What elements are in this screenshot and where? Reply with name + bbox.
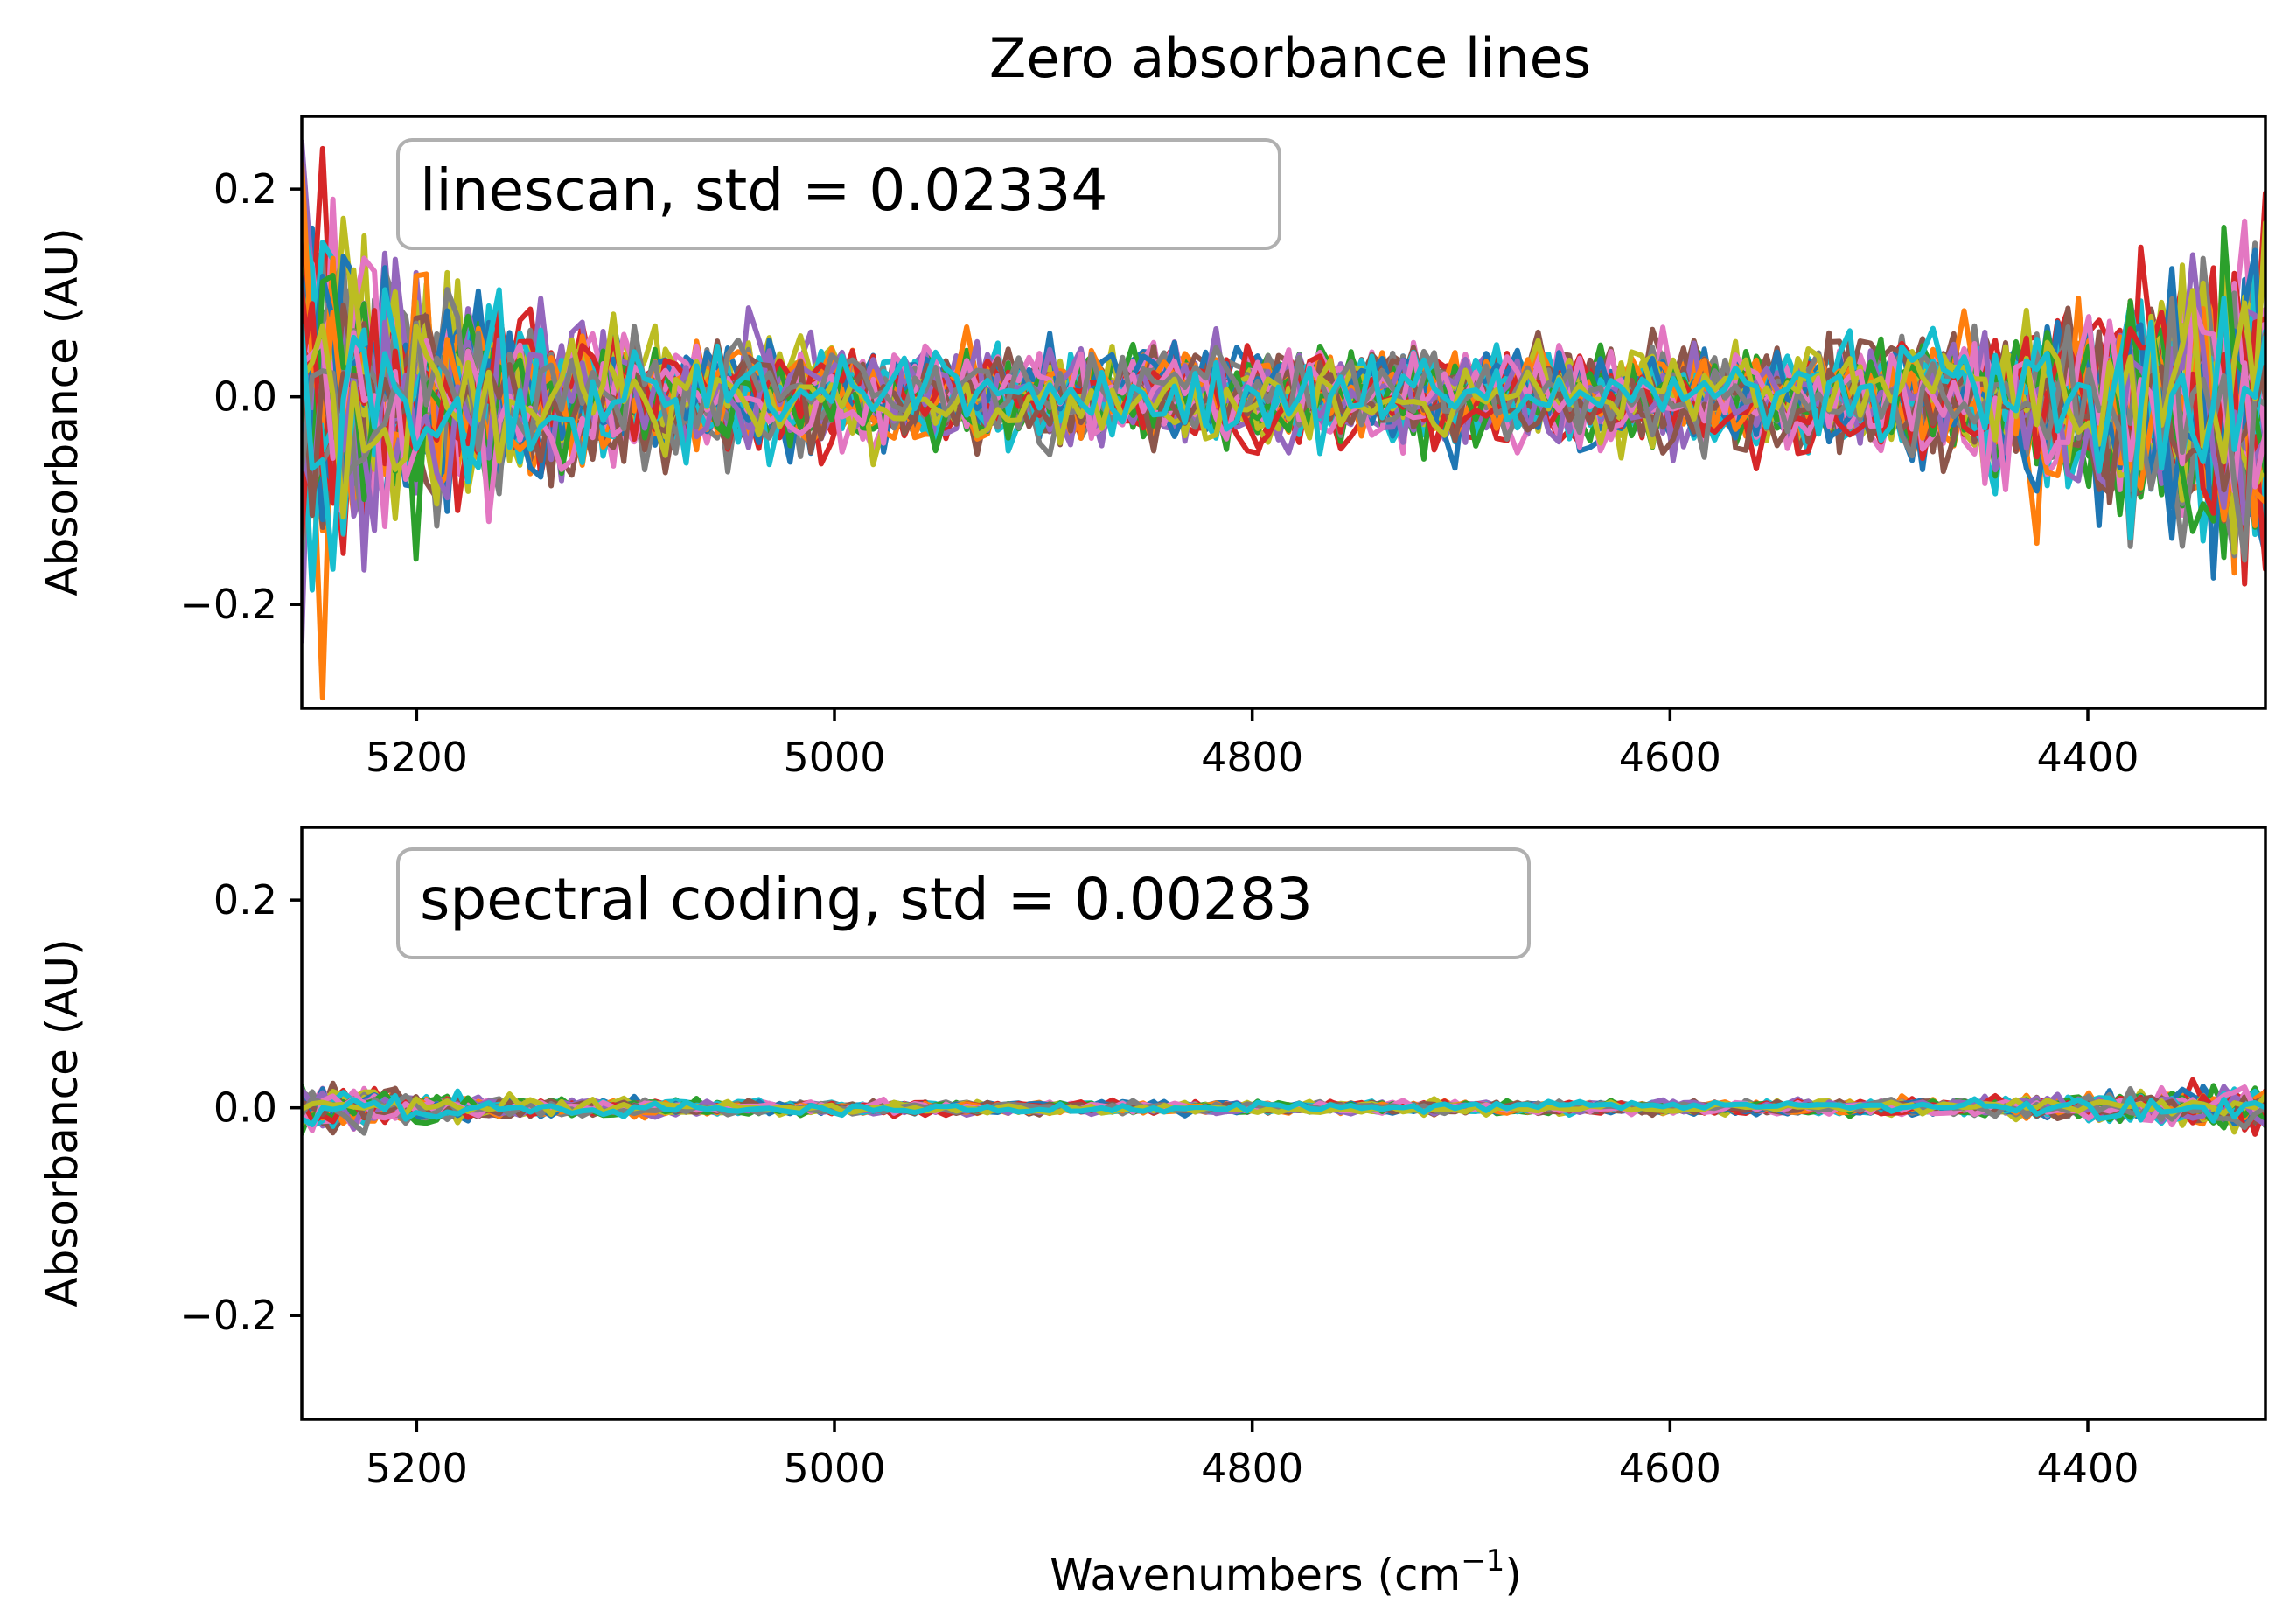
- x-ticks-top: 5200 5000 4800 4600 4400: [366, 708, 2139, 781]
- panel-bottom: 5200 5000 4800 4600 4400 0.2 0.0 −0.2 Absorban…: [37, 826, 2267, 1600]
- series-layer-top: [302, 139, 2265, 701]
- y-ticks-top: 0.2 0.0 −0.2: [179, 165, 302, 628]
- x-tick-label: 4400: [2036, 1445, 2139, 1492]
- x-tick-label: 4400: [2036, 734, 2139, 781]
- x-tick-label: 4800: [1201, 734, 1303, 781]
- x-tick-label: 4800: [1201, 1445, 1303, 1492]
- axes-frame-bottom: [300, 826, 2267, 1421]
- y-tick-label: −0.2: [179, 581, 277, 628]
- x-axis-label-end: ): [1504, 1550, 1522, 1600]
- axes-frame-top: [300, 115, 2267, 710]
- x-axis-label-superscript: −1: [1461, 1544, 1504, 1579]
- series-line: [302, 287, 2265, 572]
- x-axis-label-bottom: Wavenumbers (cm−1): [1050, 1544, 1522, 1600]
- annotation-text-top: linescan, std = 0.02334: [420, 157, 1107, 224]
- x-tick-label: 5000: [783, 734, 885, 781]
- y-tick-label: −0.2: [179, 1292, 277, 1339]
- figure-title: Zero absorbance lines: [989, 26, 1591, 90]
- x-tick-label: 4600: [1619, 1445, 1721, 1492]
- series-line: [302, 1093, 2265, 1127]
- y-tick-label: 0.0: [213, 373, 277, 421]
- y-ticks-bottom: 0.2 0.0 −0.2: [179, 876, 302, 1339]
- y-tick-label: 0.2: [213, 165, 277, 213]
- annotation-text-bottom: spectral coding, std = 0.00283: [420, 866, 1313, 933]
- y-tick-label: 0.0: [213, 1084, 277, 1132]
- x-tick-label: 4600: [1619, 734, 1721, 781]
- x-ticks-bottom: 5200 5000 4800 4600 4400: [366, 1419, 2139, 1492]
- y-axis-label-bottom: Absorbance (AU): [37, 938, 87, 1307]
- series-layer-bottom: [302, 1077, 2265, 1137]
- x-tick-label: 5000: [783, 1445, 885, 1492]
- y-tick-label: 0.2: [213, 876, 277, 924]
- annotation-box-top: [396, 138, 1281, 250]
- y-axis-label-top: Absorbance (AU): [37, 227, 87, 596]
- panel-top: 5200 5000 4800 4600 4400 0.2 0.0 −0.2 Absorban…: [37, 115, 2267, 781]
- x-tick-label: 5200: [366, 1445, 468, 1492]
- annotation-box-bottom: [396, 847, 1531, 959]
- x-tick-label: 5200: [366, 734, 468, 781]
